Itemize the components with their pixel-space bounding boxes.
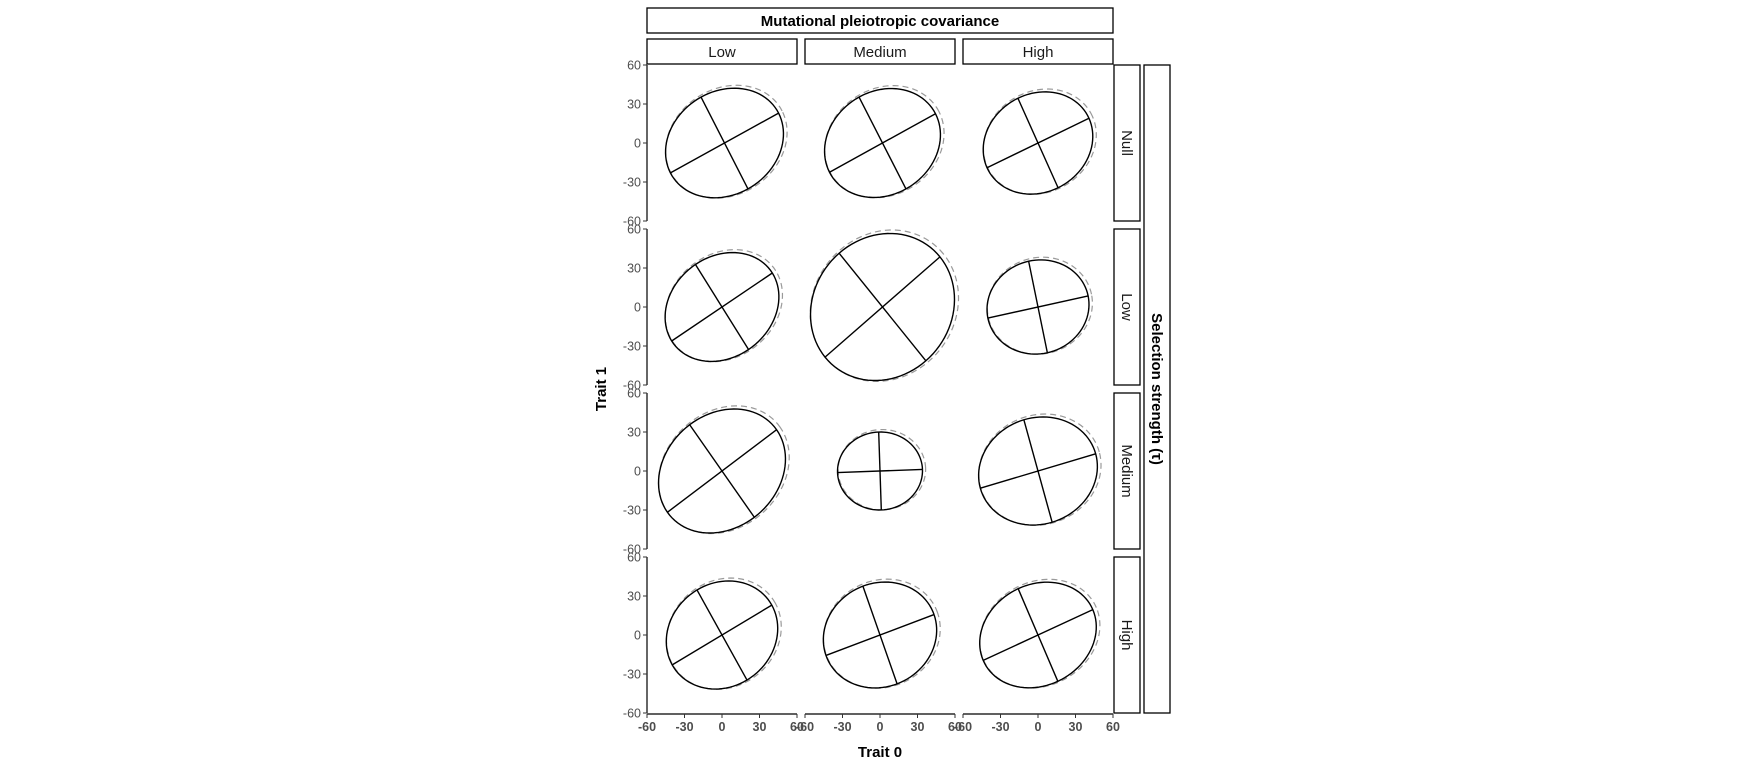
x-tick-label: -60 bbox=[796, 720, 814, 734]
col-strip-low: Low bbox=[646, 38, 798, 65]
minor-axis-line bbox=[1017, 588, 1059, 682]
panel-null-medium bbox=[823, 85, 945, 199]
y-tick-label: 60 bbox=[627, 223, 641, 237]
x-tick-label: 60 bbox=[1106, 720, 1120, 734]
y-tick-label: 30 bbox=[627, 98, 641, 112]
minor-axis-line bbox=[689, 424, 755, 518]
column-facet-strips: Low Medium High bbox=[646, 38, 1114, 65]
panel-medium-medium bbox=[836, 428, 927, 511]
row-facet-title: Selection strength (τ) bbox=[1148, 313, 1165, 465]
row-strip-medium: Medium bbox=[1113, 392, 1141, 550]
y-tick-label: 0 bbox=[634, 465, 641, 479]
x-tick-label: 30 bbox=[1069, 720, 1083, 734]
y-tick-label: 30 bbox=[627, 426, 641, 440]
panel-null-high bbox=[982, 88, 1097, 195]
minor-axis-line bbox=[858, 96, 907, 190]
minor-axis-line bbox=[1027, 261, 1049, 353]
panel-medium-high bbox=[977, 413, 1102, 526]
minor-axis-line bbox=[877, 432, 883, 510]
reference-ellipse bbox=[979, 578, 1101, 689]
reference-ellipse bbox=[664, 249, 784, 363]
x-tick-label: 0 bbox=[719, 720, 726, 734]
x-tick-label: 60 bbox=[790, 720, 804, 734]
y-tick-label: -30 bbox=[623, 176, 641, 190]
col-strip-high: High bbox=[962, 38, 1114, 65]
reference-ellipse bbox=[986, 256, 1094, 355]
row-strip-label-medium: Medium bbox=[1118, 444, 1135, 497]
minor-axis-line bbox=[862, 585, 898, 685]
observed-ellipse bbox=[977, 416, 1099, 526]
y-tick-label: -60 bbox=[623, 707, 641, 721]
y-tick-label: 30 bbox=[627, 590, 641, 604]
panel-high-high bbox=[979, 578, 1101, 689]
panel-high-medium bbox=[822, 578, 941, 689]
x-tick-label: 30 bbox=[753, 720, 767, 734]
y-tick-label: 0 bbox=[634, 301, 641, 315]
col-strip-label-high: High bbox=[1023, 44, 1054, 61]
y-tick-label: 0 bbox=[634, 137, 641, 151]
minor-axis-line bbox=[1017, 97, 1059, 189]
title-strip: Mutational pleiotropic covariance bbox=[646, 7, 1114, 34]
y-tick-label: -60 bbox=[623, 215, 641, 229]
x-tick-label: 60 bbox=[948, 720, 962, 734]
col-strip-label-medium: Medium bbox=[853, 44, 906, 61]
y-tick-label: 30 bbox=[627, 262, 641, 276]
y-tick-label: -60 bbox=[623, 543, 641, 557]
x-tick-label: -30 bbox=[833, 720, 851, 734]
y-tick-label: -30 bbox=[623, 668, 641, 682]
observed-ellipse bbox=[664, 251, 780, 363]
x-tick-label: 30 bbox=[911, 720, 925, 734]
chart-title: Mutational pleiotropic covariance bbox=[761, 13, 999, 30]
x-tick-label: -30 bbox=[991, 720, 1009, 734]
panel-medium-low bbox=[657, 405, 790, 535]
x-tick-label: 0 bbox=[1035, 720, 1042, 734]
minor-axis-line bbox=[1023, 419, 1053, 523]
y-tick-label: 0 bbox=[634, 629, 641, 643]
row-strip-null: Null bbox=[1113, 64, 1141, 222]
y-axis-title: Trait 1 bbox=[593, 367, 610, 411]
panel-low-high bbox=[986, 256, 1094, 355]
x-tick-label: -60 bbox=[638, 720, 656, 734]
row-strip-label-null: Null bbox=[1118, 130, 1135, 156]
observed-ellipse bbox=[823, 87, 942, 199]
panel-high-low bbox=[665, 577, 782, 690]
row-facet-strips: Null Low Medium High bbox=[1113, 64, 1141, 714]
x-tick-label: 0 bbox=[877, 720, 884, 734]
y-tick-label: 60 bbox=[627, 551, 641, 565]
observed-ellipse bbox=[664, 87, 785, 199]
panel-low-low bbox=[664, 249, 784, 363]
axes: -60-3003060-60-3003060-60-3003060-60-300… bbox=[623, 59, 1120, 735]
x-tick-label: -60 bbox=[954, 720, 972, 734]
y-tick-label: 60 bbox=[627, 59, 641, 73]
col-strip-label-low: Low bbox=[708, 44, 736, 61]
minor-axis-line bbox=[694, 264, 750, 350]
minor-axis-line bbox=[696, 589, 748, 681]
row-strip-label-high: High bbox=[1118, 620, 1135, 651]
panel-low-medium bbox=[809, 229, 960, 382]
observed-ellipse bbox=[665, 580, 779, 690]
row-facet-title-strip: Selection strength (τ) bbox=[1143, 64, 1171, 714]
y-tick-label: 60 bbox=[627, 387, 641, 401]
panel-null-low bbox=[664, 84, 788, 199]
row-strip-label-low: Low bbox=[1118, 293, 1135, 321]
minor-axis-line bbox=[700, 96, 749, 190]
panels bbox=[657, 84, 1102, 690]
x-tick-label: -30 bbox=[675, 720, 693, 734]
row-strip-low: Low bbox=[1113, 228, 1141, 386]
minor-axis-line bbox=[838, 252, 927, 362]
col-strip-medium: Medium bbox=[804, 38, 956, 65]
y-tick-label: -60 bbox=[623, 379, 641, 393]
y-tick-label: -30 bbox=[623, 340, 641, 354]
x-axis-title: Trait 0 bbox=[858, 744, 902, 761]
y-tick-label: -30 bbox=[623, 504, 641, 518]
row-strip-high: High bbox=[1113, 556, 1141, 714]
